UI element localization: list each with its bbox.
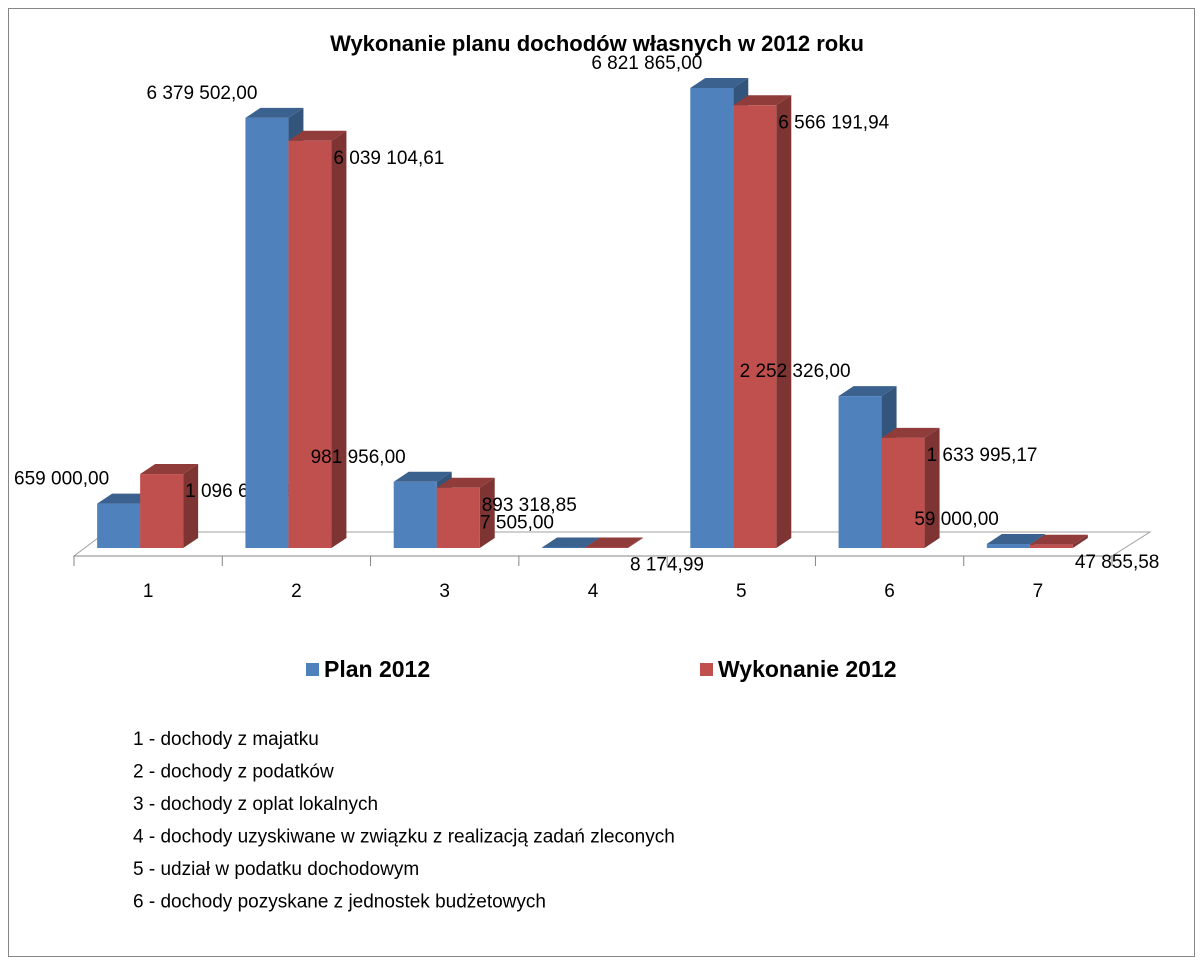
note: 2 - dochody z podatków — [133, 762, 334, 783]
note: 1 - dochody z majatku — [133, 729, 319, 750]
bar — [436, 477, 495, 548]
value-label: 1 633 995,17 — [927, 445, 1038, 466]
value-label: 59 000,00 — [914, 509, 999, 530]
chart-border — [8, 8, 1195, 957]
note: 3 - dochody z oplat lokalnych — [133, 794, 378, 815]
value-label: 6 379 502,00 — [146, 83, 257, 104]
note: 5 - udział w podatku dochodowym — [133, 859, 419, 880]
bar — [881, 427, 940, 548]
x-tick-label: 6 — [884, 581, 895, 602]
x-tick-label: 2 — [291, 581, 302, 602]
x-tick-label: 5 — [736, 581, 747, 602]
x-tick-label: 4 — [588, 581, 599, 602]
legend-label: Wykonanie 2012 — [718, 656, 897, 682]
value-label: 6 039 104,61 — [333, 148, 444, 169]
value-label: 47 855,58 — [1075, 552, 1160, 573]
bar — [1029, 534, 1088, 548]
legend-swatch — [306, 663, 319, 676]
value-label: 8 174,99 — [630, 554, 704, 575]
legend-label: Plan 2012 — [324, 656, 430, 682]
value-label: 659 000,00 — [14, 469, 109, 490]
note: 4 - dochody uzyskiwane w związku z reali… — [133, 827, 675, 848]
chart-title: Wykonanie planu dochodów własnych w 2012… — [330, 31, 864, 56]
value-label: 893 318,85 — [482, 495, 577, 516]
value-label: 6 566 191,94 — [778, 112, 889, 133]
note: 6 - dochody pozyskane z jednostek budżet… — [133, 892, 546, 913]
bar — [140, 464, 199, 548]
bar — [733, 95, 792, 548]
bar — [585, 537, 643, 548]
value-label: 7 505,00 — [480, 513, 554, 534]
legend-swatch — [700, 663, 713, 676]
x-tick-label: 7 — [1033, 581, 1044, 602]
value-label: 981 956,00 — [311, 447, 406, 468]
value-label: 2 252 326,00 — [740, 361, 851, 382]
x-tick-label: 3 — [439, 581, 450, 602]
bar — [288, 130, 347, 548]
value-label: 6 821 865,00 — [591, 53, 702, 74]
x-tick-label: 1 — [143, 581, 154, 602]
